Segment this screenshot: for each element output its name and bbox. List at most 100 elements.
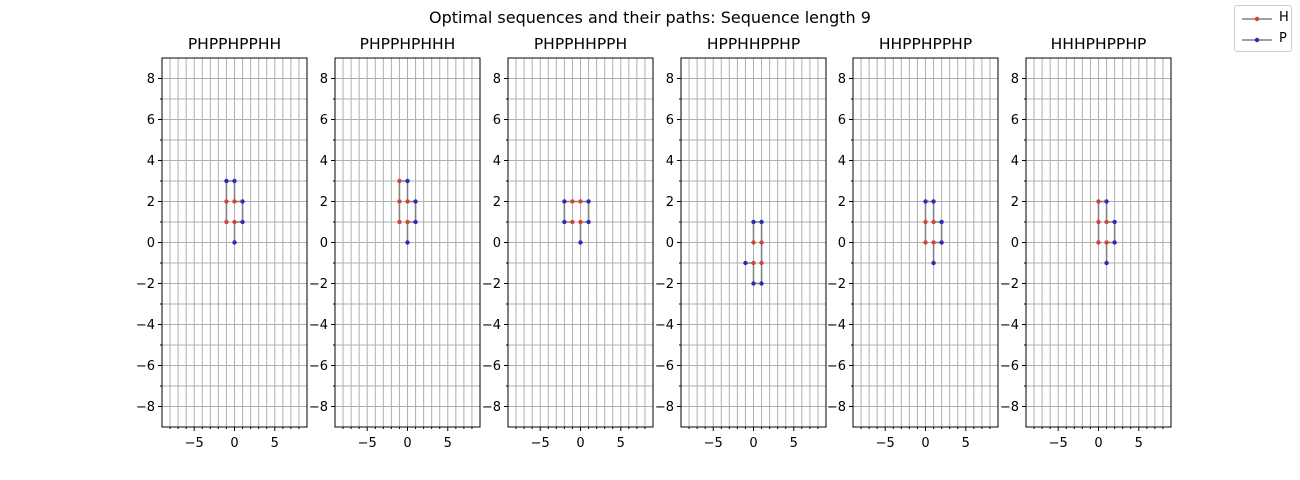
y-tick-label: −6 [827, 359, 846, 374]
y-tick-label: 2 [838, 195, 846, 210]
y-tick-label: −8 [655, 400, 674, 415]
x-tick-label: 0 [749, 436, 757, 451]
residue-point-p [413, 219, 418, 225]
y-tick-label: 8 [493, 72, 501, 87]
residue-point-h [1096, 199, 1101, 204]
residue-point-p [1104, 260, 1109, 266]
x-tick-label: 5 [617, 436, 625, 451]
residue-point-h [232, 199, 237, 204]
y-tick-label: −2 [309, 277, 328, 292]
y-tick-label: −4 [309, 318, 328, 333]
residue-point-p [232, 240, 237, 245]
x-tick-label: 5 [444, 436, 452, 451]
x-tick-label: −5 [704, 436, 723, 451]
residue-point-h [759, 260, 764, 266]
y-tick-label: −4 [136, 318, 155, 333]
legend-label-p: P [1279, 31, 1287, 46]
x-tick-label: 0 [1094, 436, 1102, 451]
x-tick-label: −5 [531, 436, 550, 451]
y-tick-label: 6 [838, 113, 846, 128]
residue-point-p [586, 199, 591, 204]
panel-title: PHPPHPPHH [188, 35, 281, 53]
y-tick-label: 4 [147, 154, 155, 169]
y-tick-label: 4 [493, 154, 501, 169]
panel-3: −5 0 5 −8 −6 −4 −2 0 2 4 6 8 PHPPHHPPH [482, 35, 654, 451]
legend: H P [1234, 5, 1292, 52]
residue-point-p [405, 240, 410, 245]
residue-point-p [232, 178, 237, 184]
legend-marker-h [1242, 16, 1272, 22]
y-tick-label: 8 [838, 72, 846, 87]
x-tick-label: −5 [1049, 436, 1068, 451]
residue-point-h [397, 219, 402, 225]
residue-point-h [232, 219, 237, 225]
y-tick-label: 8 [1011, 72, 1019, 87]
residue-point-h [224, 199, 229, 204]
y-tick-label: 2 [666, 195, 674, 210]
panel-2: −5 0 5 −8 −6 −4 −2 0 2 4 6 8 PHPPHPHHH [309, 35, 481, 451]
residue-point-h [1104, 219, 1109, 225]
y-tick-label: −8 [136, 400, 155, 415]
residue-point-h [751, 260, 756, 266]
residue-point-h [931, 219, 936, 225]
x-tick-label: −5 [358, 436, 377, 451]
residue-point-p [1104, 199, 1109, 204]
y-tick-label: 8 [320, 72, 328, 87]
residue-point-p [751, 281, 756, 286]
y-tick-label: 0 [1011, 236, 1019, 251]
residue-point-h [224, 219, 229, 225]
panel-title: HHHPHPPHP [1051, 35, 1147, 53]
y-tick-label: 6 [1011, 113, 1019, 128]
y-tick-label: 2 [493, 195, 501, 210]
y-tick-label: −4 [827, 318, 846, 333]
y-tick-label: −6 [309, 359, 328, 374]
residue-point-p [751, 219, 756, 225]
residue-point-h [578, 199, 583, 204]
residue-point-h [1096, 219, 1101, 225]
y-tick-label: −4 [655, 318, 674, 333]
residue-point-p [931, 199, 936, 204]
y-tick-label: −4 [1000, 318, 1019, 333]
y-tick-label: 2 [1011, 195, 1019, 210]
residue-point-h [1104, 240, 1109, 245]
y-tick-label: 2 [147, 195, 155, 210]
residue-point-h [759, 240, 764, 245]
panel-title: HHPPHPPHP [879, 35, 972, 53]
residue-point-h [751, 240, 756, 245]
y-tick-label: 6 [666, 113, 674, 128]
residue-point-p [240, 219, 245, 225]
panel-title: PHPPHPHHH [360, 35, 456, 53]
y-tick-label: 8 [147, 72, 155, 87]
y-tick-label: −6 [136, 359, 155, 374]
y-tick-label: −4 [482, 318, 501, 333]
x-tick-label: 0 [230, 436, 238, 451]
x-tick-label: 0 [576, 436, 584, 451]
panel-title: HPPHHPPHP [707, 35, 800, 53]
y-tick-label: −2 [655, 277, 674, 292]
residue-point-p [586, 219, 591, 225]
residue-point-h [578, 219, 583, 225]
legend-item-p: P [1235, 30, 1293, 50]
y-tick-label: −6 [1000, 359, 1019, 374]
residue-point-h [570, 219, 575, 225]
residue-point-p [743, 260, 748, 266]
residue-point-p [939, 219, 944, 225]
residue-point-p [405, 178, 410, 184]
y-tick-label: −8 [482, 400, 501, 415]
legend-item-h: H [1235, 9, 1293, 29]
residue-point-p [413, 199, 418, 204]
x-tick-label: −5 [876, 436, 895, 451]
panel-title: PHPPHHPPH [534, 35, 627, 53]
residue-point-p [939, 240, 944, 245]
y-tick-label: −8 [827, 400, 846, 415]
x-tick-label: 0 [403, 436, 411, 451]
y-tick-label: 6 [493, 113, 501, 128]
residue-point-p [224, 178, 229, 184]
y-tick-label: 8 [666, 72, 674, 87]
panel-4: −5 0 5 −8 −6 −4 −2 0 2 4 6 8 HPPHHPPHP [655, 35, 827, 451]
panel-5: −5 0 5 −8 −6 −4 −2 0 2 4 6 8 HHPPHPPHP [827, 35, 999, 451]
residue-point-h [1096, 240, 1101, 245]
residue-point-h [405, 199, 410, 204]
residue-point-p [562, 219, 567, 225]
